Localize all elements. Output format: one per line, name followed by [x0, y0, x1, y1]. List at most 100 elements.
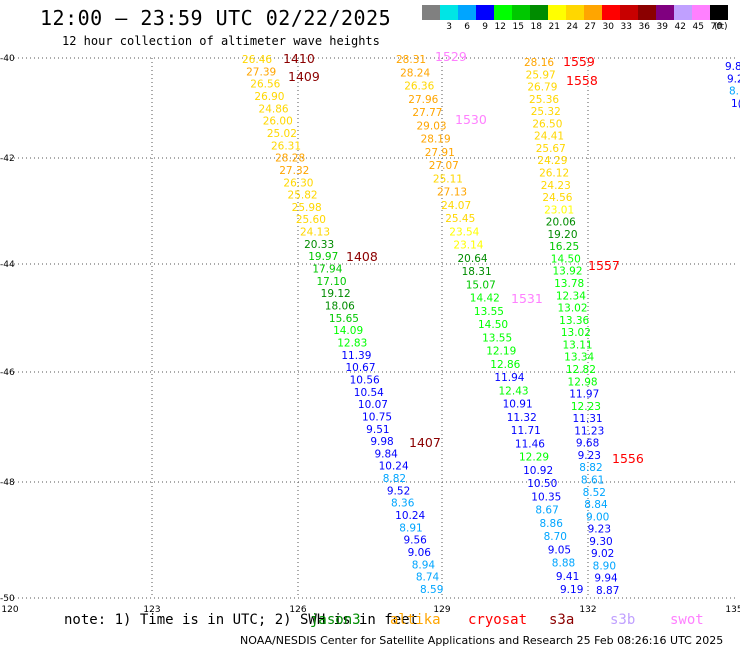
swh-value: 24.13 — [300, 227, 330, 239]
swh-value: 9.2 — [727, 73, 740, 85]
pass-time-label: 1557 — [588, 258, 620, 273]
swh-value: 25.97 — [526, 69, 556, 81]
swh-value: 8.82 — [579, 462, 602, 474]
swh-value: 10.75 — [362, 411, 392, 423]
swh-value: 26.46 — [242, 54, 272, 66]
satellite-tracks: 26.4627.3926.5626.9024.8626.0025.0226.31… — [242, 49, 740, 597]
swh-value: 8.84 — [584, 499, 608, 511]
swh-value: 12.98 — [568, 376, 598, 388]
swh-value: 12.43 — [499, 385, 529, 397]
swh-value: 11.23 — [574, 425, 604, 437]
swh-value: 9.52 — [387, 485, 410, 497]
swh-value: 9.68 — [576, 438, 599, 450]
swh-value: 14.09 — [333, 325, 363, 337]
pass-time-label: 1408 — [346, 249, 378, 264]
swh-value: 8.94 — [412, 559, 436, 571]
swh-value: 28.31 — [396, 54, 426, 66]
swh-value: 9.00 — [586, 511, 609, 523]
swh-value: 19.20 — [547, 229, 577, 241]
swh-value: 11.71 — [511, 425, 541, 437]
swh-value: 26.90 — [254, 91, 284, 103]
swh-value: 11.46 — [515, 438, 545, 450]
swh-value: 9.06 — [408, 547, 432, 559]
pass-time-label: 1530 — [455, 112, 487, 127]
swh-value: 25.32 — [531, 106, 561, 118]
swh-value: 19.97 — [308, 251, 338, 263]
swh-value: 19.12 — [321, 288, 351, 300]
swh-value: 11.39 — [341, 350, 371, 362]
scale-label: 6 — [464, 22, 470, 32]
swh-value: 8.82 — [383, 473, 406, 485]
swh-value: 23.14 — [453, 240, 483, 252]
swh-value: 10.07 — [358, 399, 388, 411]
swh-value: 9.8 — [725, 61, 740, 73]
swh-value: 26.36 — [404, 81, 434, 93]
swh-value: 14.50 — [478, 319, 508, 331]
scale-swatch — [692, 5, 710, 20]
swh-value: 25.67 — [536, 143, 566, 155]
swh-value: 26.30 — [283, 177, 313, 189]
swh-value: 8.86 — [540, 518, 564, 530]
scale-swatch — [674, 5, 692, 20]
pass-time-label: 1558 — [566, 73, 598, 88]
swh-value: 24.23 — [541, 180, 571, 192]
swh-value: 12.19 — [486, 346, 516, 358]
lat-tick-label: -40 — [0, 54, 15, 64]
lon-tick-label: 129 — [433, 605, 450, 615]
swh-value: 9.19 — [560, 584, 583, 596]
swh-value: 25.98 — [292, 202, 322, 214]
scale-label: 3 — [446, 22, 452, 32]
scale-swatch — [476, 5, 494, 20]
swh-value: 8.88 — [552, 558, 575, 570]
pass-time-label: 1559 — [563, 54, 595, 69]
scale-swatch — [458, 5, 476, 20]
swh-value: 25.45 — [445, 213, 475, 225]
swh-value: 15.65 — [329, 313, 359, 325]
swh-value: 28.24 — [400, 67, 430, 79]
swh-value: 8.67 — [535, 505, 558, 517]
swh-value: 13.02 — [561, 327, 591, 339]
swh-value: 8.36 — [391, 498, 415, 510]
pass-time-label: 1556 — [612, 451, 644, 466]
swh-value: 24.86 — [259, 103, 289, 115]
scale-swatch — [530, 5, 548, 20]
swh-value: 23.54 — [449, 226, 479, 238]
swh-value: 10.24 — [379, 461, 409, 473]
swh-value: 13.78 — [554, 278, 584, 290]
lon-tick-label: 135 — [725, 605, 740, 615]
swh-value: 18.31 — [462, 266, 492, 278]
swh-value: 9.02 — [591, 548, 614, 560]
pass-time-label: 1407 — [409, 435, 441, 450]
scale-swatch — [620, 5, 638, 20]
swh-value: 26.50 — [532, 118, 562, 130]
swh-value: 10.91 — [503, 399, 533, 411]
swh-value: 23.01 — [544, 204, 574, 216]
swh-value: 29.03 — [417, 120, 447, 132]
swh-value: 8.91 — [399, 522, 422, 534]
scale-label: 33 — [620, 22, 632, 32]
swh-value: 9.94 — [594, 573, 618, 585]
satellite-name-cryosat: cryosat — [468, 612, 528, 628]
scale-swatch — [710, 5, 728, 20]
swh-value: 24.56 — [542, 192, 572, 204]
swh-value: 15.07 — [466, 279, 496, 291]
swh-value: 28.28 — [275, 153, 305, 165]
swh-value: 8.90 — [593, 560, 616, 572]
scale-swatch — [494, 5, 512, 20]
swh-value: 16.25 — [549, 241, 579, 253]
swh-value: 9.56 — [403, 535, 427, 547]
swh-value: 9.05 — [548, 544, 571, 556]
swh-value: 13.55 — [474, 306, 504, 318]
swh-value: 13.36 — [559, 315, 589, 327]
swh-value: 10.54 — [354, 387, 384, 399]
swh-value: 12.34 — [556, 290, 586, 302]
swh-value: 27.77 — [412, 107, 442, 119]
scale-unit: (ft) — [714, 22, 728, 32]
swh-value: 9.41 — [556, 571, 579, 583]
lon-tick-label: 132 — [579, 605, 596, 615]
satellite-name-s3a: s3a — [549, 612, 575, 628]
swh-value: 27.96 — [408, 94, 438, 106]
swh-value: 12.83 — [337, 337, 367, 349]
swh-value: 13.34 — [564, 352, 594, 364]
